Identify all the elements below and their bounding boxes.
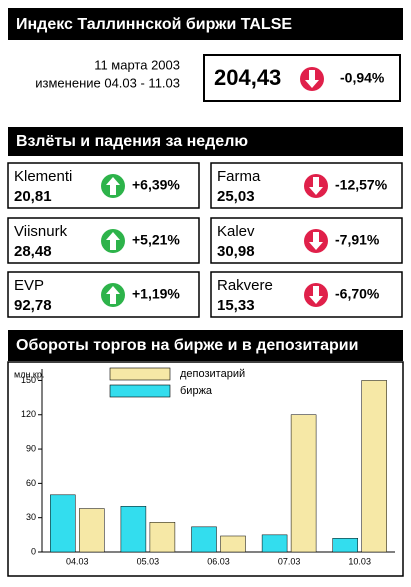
movers-title: Взлёты и падения за неделю [16, 133, 248, 150]
y-axis-label: млн.кр. [14, 369, 44, 379]
mover-name: Klementi [14, 168, 72, 185]
mover-change: -7,91% [335, 232, 380, 248]
y-tick-label: 150 [21, 375, 36, 385]
chart-bar [8, 330, 403, 361]
index-change: -0,94% [340, 70, 385, 86]
bar [149, 522, 176, 553]
bar [261, 534, 288, 553]
legend-swatch [109, 384, 171, 398]
index-value: 204,43 [214, 65, 281, 90]
down-arrow-icon [304, 174, 328, 198]
x-tick-label: 05.03 [137, 556, 160, 566]
bar [220, 535, 246, 553]
bar [120, 506, 147, 553]
legend-label: биржа [180, 385, 213, 397]
chart-title: Обороты торгов на бирже и в депозитарии [16, 337, 358, 354]
index-date: 11 марта 2003 [94, 57, 180, 72]
bar [361, 380, 387, 553]
x-tick-label: 06.03 [207, 556, 230, 566]
x-tick-label: 07.03 [278, 556, 301, 566]
legend-label: депозитарий [180, 368, 245, 380]
bar [290, 414, 317, 553]
up-arrow-icon [101, 174, 125, 198]
mover-change: +5,21% [132, 232, 180, 248]
movers-bar [8, 127, 403, 156]
arrow-shape [309, 232, 323, 250]
mover-name: EVP [14, 277, 44, 294]
bar [332, 538, 358, 553]
y-tick-label: 120 [21, 409, 36, 419]
mover-name: Kalev [217, 223, 255, 240]
y-tick-label: 30 [26, 512, 36, 522]
mover-value: 28,48 [14, 243, 52, 260]
bar [191, 526, 217, 553]
arrow-shape [309, 177, 323, 195]
mover-value: 25,03 [217, 188, 255, 205]
x-tick-label: 04.03 [66, 556, 89, 566]
bar [79, 508, 105, 553]
arrow-shape [309, 286, 323, 304]
y-tick-label: 0 [31, 546, 36, 556]
header-bar [8, 8, 403, 40]
mover-name: Rakvere [217, 277, 273, 294]
header-title: Индекс Таллиннской биржи TALSE [16, 16, 292, 33]
arrow-shape [106, 232, 120, 250]
arrow-shape [106, 286, 120, 304]
mover-change: +6,39% [132, 177, 180, 193]
legend-swatch [109, 367, 171, 381]
index-period: изменение 04.03 - 11.03 [35, 75, 180, 90]
mover-change: -6,70% [335, 286, 380, 302]
mover-name: Farma [217, 168, 261, 185]
down-arrow-icon [304, 229, 328, 253]
mover-value: 15,33 [217, 297, 255, 314]
mover-change: -12,57% [335, 177, 388, 193]
mover-value: 30,98 [217, 243, 255, 260]
mover-name: Viisnurk [14, 223, 68, 240]
up-arrow-icon [101, 229, 125, 253]
mover-value: 92,78 [14, 297, 52, 314]
y-tick-label: 60 [26, 478, 36, 488]
down-arrow-icon [300, 67, 324, 91]
x-tick-label: 10.03 [348, 556, 371, 566]
mover-change: +1,19% [132, 286, 180, 302]
up-arrow-icon [101, 283, 125, 307]
mover-value: 20,81 [14, 188, 52, 205]
arrow-shape [106, 177, 120, 195]
down-arrow-icon [304, 283, 328, 307]
y-tick-label: 90 [26, 443, 36, 453]
bar [50, 494, 76, 553]
